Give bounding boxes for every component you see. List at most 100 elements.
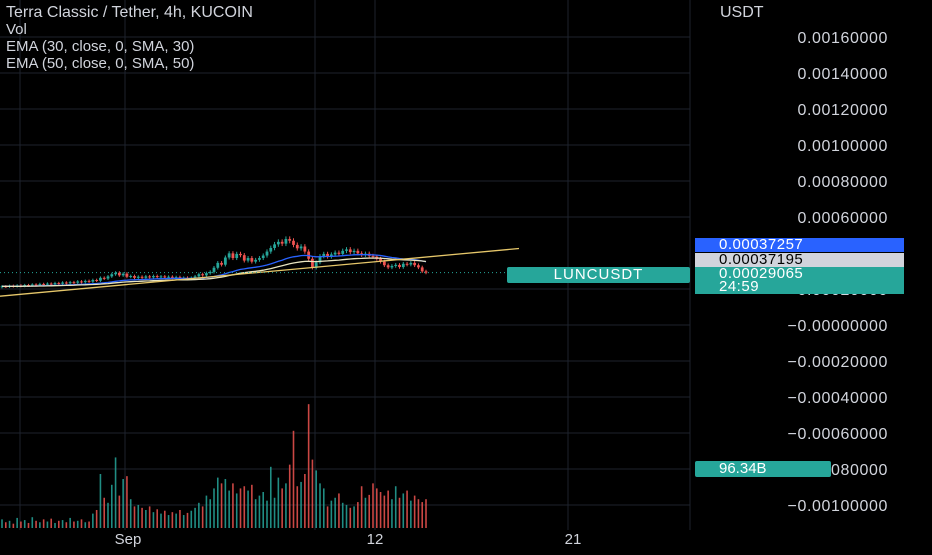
candle-body xyxy=(424,271,428,273)
candle-body xyxy=(227,253,231,258)
candle-body xyxy=(197,274,201,277)
volume-bar xyxy=(315,470,318,528)
candle-body xyxy=(258,258,261,260)
volume-bar xyxy=(27,522,30,528)
candle-body xyxy=(152,276,155,278)
volume-bar xyxy=(307,404,310,528)
symbol-price-line-tag: LUNCUSDT xyxy=(507,267,690,283)
volume-bar xyxy=(266,500,268,528)
volume-bar xyxy=(148,506,151,528)
ema-50-label[interactable]: EMA (50, close, 0, SMA, 50) xyxy=(6,55,195,72)
price-axis-tick: 0.00140000 xyxy=(797,66,888,83)
volume-bar xyxy=(398,497,401,528)
volume-bar xyxy=(254,499,257,528)
volume-bar xyxy=(8,520,11,528)
candle-body xyxy=(413,262,417,266)
candle-body xyxy=(333,252,337,255)
volume-bar xyxy=(107,502,109,528)
candle-body xyxy=(303,246,307,252)
volume-bar xyxy=(35,520,37,528)
volume-bar xyxy=(319,483,321,528)
candle-body xyxy=(299,246,303,249)
volume-bar xyxy=(50,518,53,528)
candle-body xyxy=(417,265,420,268)
volume-bar xyxy=(16,517,18,528)
volume-bar xyxy=(345,504,348,528)
time-axis-tick: 12 xyxy=(367,531,384,548)
candle-body xyxy=(326,253,329,257)
volume-bar xyxy=(251,484,253,528)
volume-bar xyxy=(368,494,371,528)
candle-body xyxy=(246,258,250,261)
candle-body xyxy=(201,274,205,276)
volume-bar xyxy=(406,490,408,528)
candle-body xyxy=(83,280,87,283)
volume-bar xyxy=(239,488,242,528)
candle-body xyxy=(53,283,57,285)
time-axis-tick: Sep xyxy=(115,531,142,548)
trend-line xyxy=(0,247,520,297)
candle-body xyxy=(311,258,314,268)
volume-bar xyxy=(402,493,405,528)
volume-bar xyxy=(4,522,7,528)
price-axis-tick: −0.00040000 xyxy=(788,390,888,407)
candle-body xyxy=(223,257,227,265)
candle-body xyxy=(348,249,352,253)
candle-body xyxy=(379,258,382,262)
volume-bar xyxy=(31,517,34,528)
volume-value-tag: 96.34B xyxy=(695,461,831,477)
ema-30-label[interactable]: EMA (30, close, 0, SMA, 30) xyxy=(6,38,195,55)
candle-body xyxy=(371,255,375,257)
candle-body xyxy=(155,276,159,278)
ema-50-price-tag: 0.00037195 xyxy=(695,252,904,267)
candle-body xyxy=(91,280,95,282)
volume-bar xyxy=(1,519,3,528)
candle-body xyxy=(265,251,269,256)
candle-body xyxy=(30,284,34,286)
volume-bar xyxy=(12,523,15,528)
candle-body xyxy=(167,276,170,278)
candle-body xyxy=(136,276,140,278)
volume-bar xyxy=(126,476,128,528)
volume-bar xyxy=(80,519,83,528)
volume-bar xyxy=(360,486,363,528)
volume-bar xyxy=(57,520,60,528)
candle-body xyxy=(337,252,341,254)
volume-indicator-label[interactable]: Vol xyxy=(6,21,27,38)
volume-bar xyxy=(54,522,56,528)
volume-bar xyxy=(84,522,87,528)
candle-body xyxy=(121,273,125,276)
volume-bar xyxy=(133,506,136,528)
volume-bar xyxy=(20,521,22,528)
candle-body xyxy=(322,253,326,257)
candle-body xyxy=(80,281,83,283)
symbol-title[interactable]: Terra Classic / Tether, 4h, KUCOIN xyxy=(6,4,253,21)
volume-bar xyxy=(95,510,98,528)
candle-body xyxy=(254,259,258,262)
ema-30-price-tag: 0.00037257 xyxy=(695,237,904,252)
volume-bar xyxy=(190,510,193,528)
volume-bar xyxy=(163,510,166,528)
candle-body xyxy=(242,255,246,261)
volume-bar xyxy=(103,497,106,528)
volume-bar xyxy=(269,466,272,528)
volume-bar xyxy=(243,486,246,528)
price-axis-tick: −0.00100000 xyxy=(788,498,888,515)
candle-body xyxy=(159,276,163,278)
candle-body xyxy=(220,262,223,265)
volume-bar xyxy=(145,510,147,528)
volume-bar xyxy=(220,483,223,528)
volume-bar xyxy=(76,520,79,528)
candle-body xyxy=(288,238,292,241)
candle-body xyxy=(409,262,413,265)
volume-bar xyxy=(326,506,329,528)
volume-bar xyxy=(391,499,393,528)
candle-body xyxy=(129,276,133,278)
candle-body xyxy=(193,276,197,278)
volume-bar xyxy=(182,515,185,528)
candle-body xyxy=(99,277,102,281)
candle-body xyxy=(140,276,144,278)
volume-bar xyxy=(186,512,189,528)
